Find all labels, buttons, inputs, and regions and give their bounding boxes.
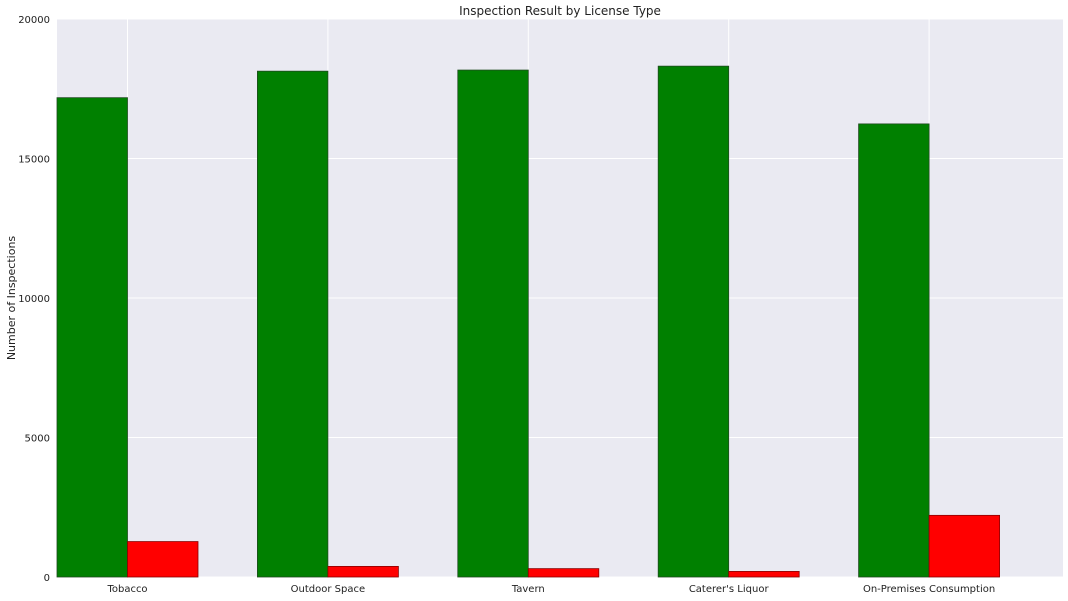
bar-red	[127, 541, 199, 578]
x-tick-label: Tobacco	[106, 584, 147, 595]
y-tick-label: 10000	[18, 294, 50, 305]
bar-green	[56, 97, 128, 578]
y-tick-label: 15000	[18, 155, 50, 166]
y-tick-labels: 0 5000 10000 15000 20000	[18, 15, 50, 584]
bar-green	[457, 69, 529, 578]
bar-green	[858, 123, 930, 578]
x-tick-labels: Tobacco Outdoor Space Tavern Caterer's Liqu…	[106, 584, 995, 595]
bar-red	[928, 514, 1000, 578]
bar-green	[256, 70, 329, 578]
x-tick-label: On-Premises Consumption	[863, 584, 995, 595]
y-tick-label: 5000	[25, 434, 50, 445]
bar-green	[657, 65, 730, 578]
bar-red	[327, 565, 399, 578]
x-tick-label: Caterer's Liquor	[689, 584, 770, 595]
chart-title: Inspection Result by License Type	[459, 4, 661, 18]
x-tick-label: Tavern	[511, 584, 545, 595]
bars-group	[56, 65, 1000, 578]
x-tick-label: Outdoor Space	[291, 584, 365, 595]
y-tick-label: 20000	[18, 15, 50, 26]
y-axis-label: Number of Inspections	[5, 236, 18, 361]
bar-red	[527, 568, 600, 578]
y-tick-label: 0	[44, 573, 50, 584]
bar-red	[728, 571, 800, 578]
